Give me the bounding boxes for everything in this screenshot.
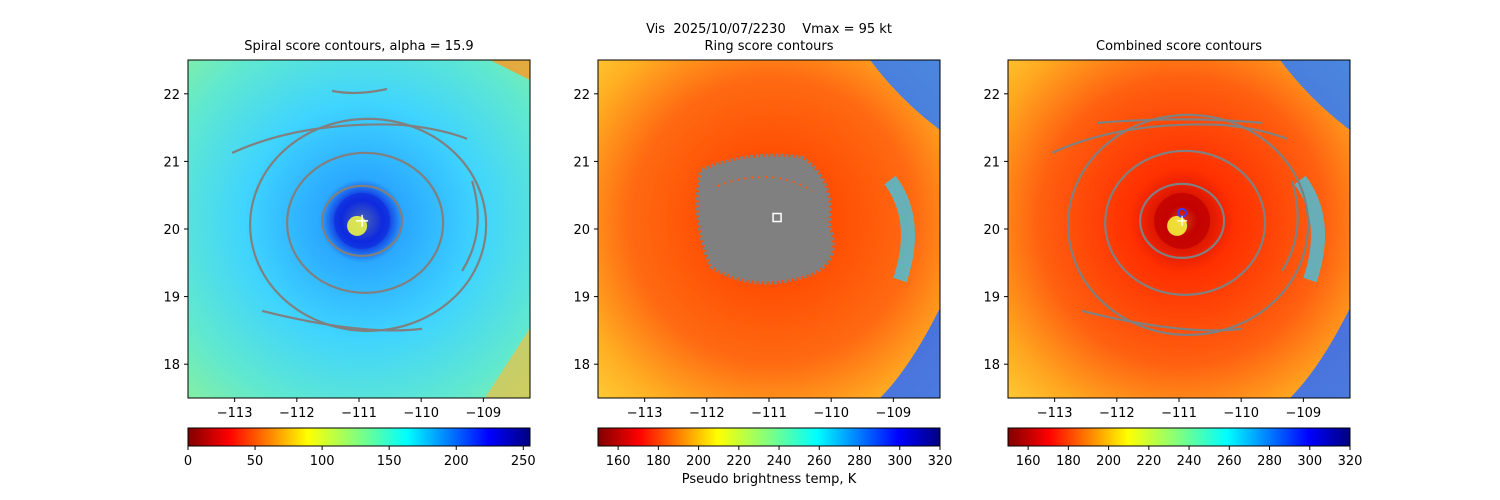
x-tick-label: −111 bbox=[751, 406, 787, 421]
x-tick-label: −112 bbox=[279, 406, 315, 421]
panel-1-image bbox=[188, 60, 530, 398]
y-tick-label: 22 bbox=[983, 88, 1000, 103]
ring-score-contours bbox=[695, 153, 835, 285]
cloud-band bbox=[1294, 175, 1325, 283]
x-tick-label: −110 bbox=[1223, 406, 1259, 421]
warm-patch bbox=[490, 60, 530, 80]
colorbar-tick-label: 300 bbox=[1297, 454, 1322, 469]
colorbar-tick-label: 50 bbox=[247, 454, 264, 469]
y-tick-label: 19 bbox=[163, 291, 180, 306]
colorbar-tick-label: 150 bbox=[377, 454, 402, 469]
y-tick-label: 18 bbox=[163, 358, 180, 373]
score-contour-arc bbox=[261, 309, 423, 332]
colorbar-tick-label: 220 bbox=[726, 454, 751, 469]
x-tick-label: −113 bbox=[1037, 406, 1073, 421]
x-tick-label: −112 bbox=[1099, 406, 1135, 421]
colorbar-tick-label: 200 bbox=[1096, 454, 1121, 469]
colorbar-tick-label: 200 bbox=[444, 454, 469, 469]
colorbar-2 bbox=[597, 427, 941, 447]
panel-2-image bbox=[598, 60, 940, 398]
colorbar-tick-label: 0 bbox=[184, 454, 192, 469]
colorbar-3 bbox=[1007, 427, 1351, 447]
colorbar-tick-label: 280 bbox=[1257, 454, 1282, 469]
colorbar-tick-label: 180 bbox=[646, 454, 671, 469]
center-plus-marker bbox=[356, 214, 369, 227]
x-tick-label: −110 bbox=[813, 406, 849, 421]
score-contour-ring bbox=[321, 184, 404, 257]
score-contour-ring bbox=[1104, 149, 1267, 296]
cold-cloud-patch bbox=[1280, 60, 1350, 130]
x-tick-label: −112 bbox=[689, 406, 725, 421]
y-tick-label: 18 bbox=[983, 358, 1000, 373]
panel-1-title: Spiral score contours, alpha = 15.9 bbox=[244, 39, 474, 54]
colorbar-tick-label: 320 bbox=[928, 454, 953, 469]
x-tick-label: −111 bbox=[341, 406, 377, 421]
colorbar-1 bbox=[187, 427, 531, 447]
colorbar-tick-label: 240 bbox=[767, 454, 792, 469]
score-contour-arc bbox=[231, 123, 468, 154]
colorbar-2-label: Pseudo brightness temp, K bbox=[681, 472, 857, 487]
cold-cloud-patch bbox=[870, 60, 940, 130]
colorbar-tick-label: 320 bbox=[1338, 454, 1363, 469]
colorbar-tick-label: 180 bbox=[1056, 454, 1081, 469]
x-tick-label: −109 bbox=[876, 406, 912, 421]
colorbar-tick-label: 160 bbox=[606, 454, 631, 469]
colorbar-tick-label: 200 bbox=[686, 454, 711, 469]
y-tick-label: 19 bbox=[983, 291, 1000, 306]
panel-3-image bbox=[1008, 60, 1350, 398]
eye-center bbox=[1167, 215, 1188, 236]
score-contour-ring bbox=[286, 151, 445, 294]
x-tick-label: −110 bbox=[403, 406, 439, 421]
score-contour-arc bbox=[1081, 309, 1243, 332]
colorbar-tick-label: 280 bbox=[847, 454, 872, 469]
colorbar-tick-label: 160 bbox=[1016, 454, 1041, 469]
colorbar-tick-label: 260 bbox=[807, 454, 832, 469]
colorbar-tick-label: 250 bbox=[511, 454, 536, 469]
x-tick-label: −113 bbox=[217, 406, 253, 421]
score-contour-ring bbox=[249, 117, 488, 332]
center-square-marker bbox=[772, 212, 782, 223]
y-tick-label: 22 bbox=[163, 88, 180, 103]
cloud-band bbox=[884, 175, 915, 283]
colorbar-tick-label: 260 bbox=[1217, 454, 1242, 469]
x-tick-label: −113 bbox=[627, 406, 663, 421]
center-plus-marker bbox=[1177, 215, 1188, 226]
cold-cloud-patch bbox=[1290, 308, 1350, 398]
y-tick-label: 21 bbox=[573, 155, 590, 170]
figure-suptitle: Vis 2025/10/07/2230 Vmax = 95 kt bbox=[646, 22, 892, 37]
y-tick-label: 21 bbox=[983, 155, 1000, 170]
colorbar-tick-label: 240 bbox=[1177, 454, 1202, 469]
eye-center bbox=[347, 215, 368, 236]
warm-patch bbox=[485, 328, 530, 398]
score-contour-arc bbox=[1097, 118, 1263, 124]
y-tick-label: 21 bbox=[163, 155, 180, 170]
score-contour-arc bbox=[461, 180, 479, 272]
panel-3-title: Combined score contours bbox=[1096, 39, 1262, 54]
score-contour-ring bbox=[1067, 113, 1310, 336]
colorbar-tick-label: 300 bbox=[887, 454, 912, 469]
cold-cloud-patch bbox=[880, 308, 940, 398]
x-tick-label: −109 bbox=[466, 406, 502, 421]
x-tick-label: −109 bbox=[1286, 406, 1322, 421]
y-tick-label: 18 bbox=[573, 358, 590, 373]
x-tick-label: −111 bbox=[1161, 406, 1197, 421]
y-tick-label: 20 bbox=[983, 223, 1000, 238]
score-contour-arc bbox=[331, 87, 388, 95]
colorbar-tick-label: 220 bbox=[1136, 454, 1161, 469]
colorbar-tick-label: 100 bbox=[310, 454, 335, 469]
score-contour-arc bbox=[1051, 123, 1288, 154]
score-contour-arc bbox=[1281, 180, 1299, 272]
y-tick-label: 19 bbox=[573, 291, 590, 306]
panel-2-title: Ring score contours bbox=[704, 39, 834, 54]
score-contour-ring bbox=[1139, 182, 1226, 259]
y-tick-label: 22 bbox=[573, 88, 590, 103]
y-tick-label: 20 bbox=[163, 223, 180, 238]
y-tick-label: 20 bbox=[573, 223, 590, 238]
